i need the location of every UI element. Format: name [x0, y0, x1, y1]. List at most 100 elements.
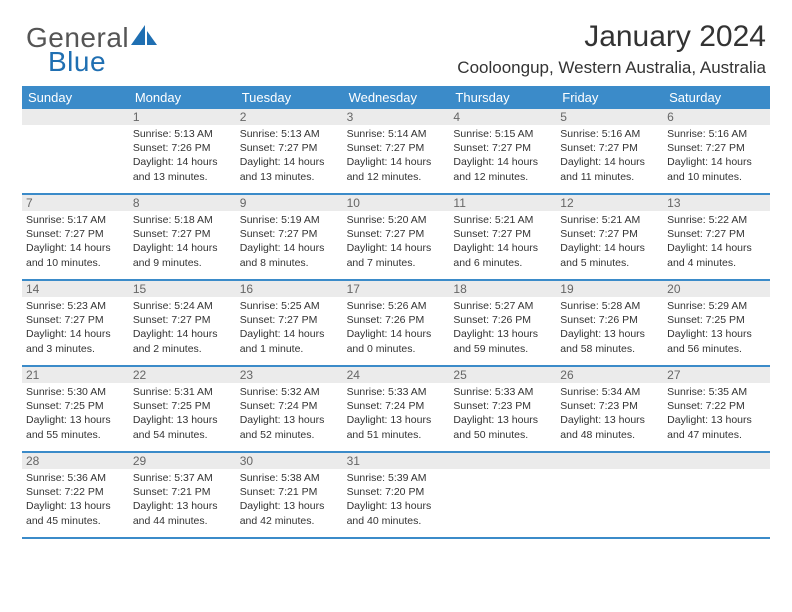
daylight-text: Daylight: 14 hours and 10 minutes.: [667, 155, 766, 183]
daylight-text: Daylight: 14 hours and 12 minutes.: [453, 155, 552, 183]
calendar-cell: 18Sunrise: 5:27 AMSunset: 7:26 PMDayligh…: [449, 281, 556, 367]
calendar-cell: 7Sunrise: 5:17 AMSunset: 7:27 PMDaylight…: [22, 195, 129, 281]
calendar-cell: 5Sunrise: 5:16 AMSunset: 7:27 PMDaylight…: [556, 109, 663, 195]
sunrise-text: Sunrise: 5:21 AM: [453, 213, 552, 227]
header-thursday: Thursday: [449, 86, 556, 109]
date-number: 25: [449, 367, 556, 383]
dateline-empty: [22, 109, 129, 125]
sunset-text: Sunset: 7:24 PM: [240, 399, 339, 413]
date-number: 30: [236, 453, 343, 469]
daylight-text: Daylight: 13 hours and 55 minutes.: [26, 413, 125, 441]
daylight-text: Daylight: 14 hours and 11 minutes.: [560, 155, 659, 183]
calendar-cell: 24Sunrise: 5:33 AMSunset: 7:24 PMDayligh…: [343, 367, 450, 453]
calendar: Sunday Monday Tuesday Wednesday Thursday…: [22, 86, 770, 539]
logo-sail-icon: [131, 25, 157, 52]
daylight-text: Daylight: 13 hours and 48 minutes.: [560, 413, 659, 441]
daylight-text: Daylight: 13 hours and 56 minutes.: [667, 327, 766, 355]
calendar-cell: 2Sunrise: 5:13 AMSunset: 7:27 PMDaylight…: [236, 109, 343, 195]
date-number: 29: [129, 453, 236, 469]
date-number: 15: [129, 281, 236, 297]
sunset-text: Sunset: 7:27 PM: [347, 227, 446, 241]
date-number: 19: [556, 281, 663, 297]
daylight-text: Daylight: 13 hours and 47 minutes.: [667, 413, 766, 441]
sunrise-text: Sunrise: 5:15 AM: [453, 127, 552, 141]
calendar-cell: 6Sunrise: 5:16 AMSunset: 7:27 PMDaylight…: [663, 109, 770, 195]
sunset-text: Sunset: 7:20 PM: [347, 485, 446, 499]
calendar-cell: 31Sunrise: 5:39 AMSunset: 7:20 PMDayligh…: [343, 453, 450, 539]
sunset-text: Sunset: 7:25 PM: [667, 313, 766, 327]
sunset-text: Sunset: 7:27 PM: [667, 141, 766, 155]
calendar-cell: 10Sunrise: 5:20 AMSunset: 7:27 PMDayligh…: [343, 195, 450, 281]
header-monday: Monday: [129, 86, 236, 109]
sunrise-text: Sunrise: 5:32 AM: [240, 385, 339, 399]
page-subtitle: Cooloongup, Western Australia, Australia: [457, 58, 766, 78]
calendar-cell: 30Sunrise: 5:38 AMSunset: 7:21 PMDayligh…: [236, 453, 343, 539]
sunrise-text: Sunrise: 5:14 AM: [347, 127, 446, 141]
sunset-text: Sunset: 7:27 PM: [240, 141, 339, 155]
calendar-cell-empty: [663, 453, 770, 539]
sunset-text: Sunset: 7:27 PM: [347, 141, 446, 155]
calendar-cell: 9Sunrise: 5:19 AMSunset: 7:27 PMDaylight…: [236, 195, 343, 281]
calendar-cell: 27Sunrise: 5:35 AMSunset: 7:22 PMDayligh…: [663, 367, 770, 453]
calendar-cell: 19Sunrise: 5:28 AMSunset: 7:26 PMDayligh…: [556, 281, 663, 367]
daylight-text: Daylight: 13 hours and 40 minutes.: [347, 499, 446, 527]
dateline-empty: [663, 453, 770, 469]
date-number: 13: [663, 195, 770, 211]
sunset-text: Sunset: 7:26 PM: [347, 313, 446, 327]
sunrise-text: Sunrise: 5:26 AM: [347, 299, 446, 313]
sunset-text: Sunset: 7:27 PM: [453, 227, 552, 241]
sunrise-text: Sunrise: 5:36 AM: [26, 471, 125, 485]
date-number: 16: [236, 281, 343, 297]
sunset-text: Sunset: 7:27 PM: [560, 227, 659, 241]
sunset-text: Sunset: 7:26 PM: [133, 141, 232, 155]
date-number: 21: [22, 367, 129, 383]
daylight-text: Daylight: 14 hours and 4 minutes.: [667, 241, 766, 269]
header-friday: Friday: [556, 86, 663, 109]
date-number: 4: [449, 109, 556, 125]
sunrise-text: Sunrise: 5:34 AM: [560, 385, 659, 399]
sunrise-text: Sunrise: 5:39 AM: [347, 471, 446, 485]
calendar-cell-empty: [556, 453, 663, 539]
calendar-cell: 29Sunrise: 5:37 AMSunset: 7:21 PMDayligh…: [129, 453, 236, 539]
calendar-cell-empty: [449, 453, 556, 539]
daylight-text: Daylight: 14 hours and 5 minutes.: [560, 241, 659, 269]
date-number: 8: [129, 195, 236, 211]
daylight-text: Daylight: 14 hours and 8 minutes.: [240, 241, 339, 269]
sunset-text: Sunset: 7:27 PM: [240, 227, 339, 241]
sunrise-text: Sunrise: 5:33 AM: [347, 385, 446, 399]
sunset-text: Sunset: 7:22 PM: [26, 485, 125, 499]
sunrise-text: Sunrise: 5:21 AM: [560, 213, 659, 227]
sunrise-text: Sunrise: 5:13 AM: [240, 127, 339, 141]
daylight-text: Daylight: 13 hours and 52 minutes.: [240, 413, 339, 441]
sunset-text: Sunset: 7:24 PM: [347, 399, 446, 413]
date-number: 10: [343, 195, 450, 211]
date-number: 26: [556, 367, 663, 383]
daylight-text: Daylight: 14 hours and 0 minutes.: [347, 327, 446, 355]
sunset-text: Sunset: 7:25 PM: [26, 399, 125, 413]
sunset-text: Sunset: 7:26 PM: [560, 313, 659, 327]
sunrise-text: Sunrise: 5:24 AM: [133, 299, 232, 313]
header-saturday: Saturday: [663, 86, 770, 109]
daylight-text: Daylight: 14 hours and 9 minutes.: [133, 241, 232, 269]
sunrise-text: Sunrise: 5:27 AM: [453, 299, 552, 313]
sunset-text: Sunset: 7:27 PM: [667, 227, 766, 241]
date-number: 17: [343, 281, 450, 297]
sunrise-text: Sunrise: 5:38 AM: [240, 471, 339, 485]
calendar-cell: 14Sunrise: 5:23 AMSunset: 7:27 PMDayligh…: [22, 281, 129, 367]
date-number: 24: [343, 367, 450, 383]
sunrise-text: Sunrise: 5:16 AM: [560, 127, 659, 141]
date-number: 20: [663, 281, 770, 297]
sunset-text: Sunset: 7:27 PM: [26, 227, 125, 241]
daylight-text: Daylight: 13 hours and 59 minutes.: [453, 327, 552, 355]
header-sunday: Sunday: [22, 86, 129, 109]
calendar-cell: 26Sunrise: 5:34 AMSunset: 7:23 PMDayligh…: [556, 367, 663, 453]
sunrise-text: Sunrise: 5:35 AM: [667, 385, 766, 399]
date-number: 3: [343, 109, 450, 125]
daylight-text: Daylight: 14 hours and 1 minute.: [240, 327, 339, 355]
sunset-text: Sunset: 7:21 PM: [240, 485, 339, 499]
calendar-header-row: Sunday Monday Tuesday Wednesday Thursday…: [22, 86, 770, 109]
daylight-text: Daylight: 14 hours and 7 minutes.: [347, 241, 446, 269]
logo-text-blue: Blue: [48, 46, 106, 78]
sunrise-text: Sunrise: 5:33 AM: [453, 385, 552, 399]
date-number: 18: [449, 281, 556, 297]
